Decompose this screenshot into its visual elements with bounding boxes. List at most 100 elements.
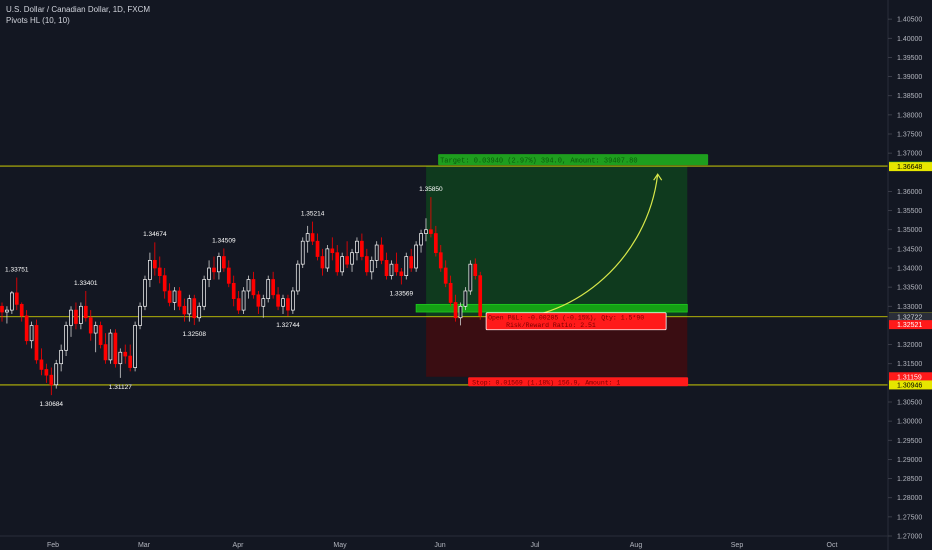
candle: [399, 268, 404, 285]
candle-body: [295, 263, 300, 292]
candle-body: [88, 317, 93, 334]
candle-body: [389, 263, 394, 277]
price-tick-label: 1.34000: [897, 266, 922, 273]
candle: [453, 294, 458, 322]
candle: [64, 321, 68, 357]
time-axis-label: Jun: [434, 542, 445, 549]
candle-body: [350, 252, 354, 265]
price-tick-label: 1.28500: [897, 476, 922, 483]
candle-body: [241, 290, 246, 311]
indicator-label[interactable]: Pivots HL (10, 10): [6, 16, 70, 25]
price-tick-label: 1.38500: [897, 93, 922, 100]
price-tick-label: 1.30500: [897, 400, 922, 407]
pivot-label: 1.30684: [40, 401, 64, 408]
price-tick-label: 1.40500: [897, 17, 922, 24]
candle: [330, 237, 335, 261]
candle: [24, 310, 29, 345]
candle: [463, 287, 468, 311]
target-label-bg: [438, 154, 709, 166]
candle-body: [438, 252, 443, 269]
stop-label: Stop: 0.01569 (1.18%) 156.9, Amount: 1: [468, 377, 689, 387]
candle: [251, 271, 256, 299]
candle-body: [182, 305, 187, 315]
candle-body: [458, 305, 463, 319]
candle-body: [291, 290, 295, 311]
price-badge-bg: [889, 162, 932, 172]
candle-body: [394, 263, 399, 273]
candle-body: [330, 248, 335, 254]
candle-body: [39, 359, 44, 370]
candle: [291, 287, 295, 314]
candle: [443, 260, 448, 288]
candle-body: [34, 325, 39, 361]
candle: [143, 275, 147, 311]
candle-body: [133, 325, 137, 368]
candle-body: [379, 244, 384, 261]
pivot-label: 1.32744: [276, 322, 300, 329]
candle: [10, 290, 14, 314]
candle-body: [113, 332, 118, 365]
candle-body: [0, 305, 4, 313]
pivot-label: 1.34674: [143, 231, 167, 238]
candle-body: [59, 349, 64, 365]
target-zone: [426, 166, 688, 317]
candle-body: [69, 309, 73, 326]
candle: [231, 275, 236, 307]
stop-label-text: Stop: 0.01569 (1.18%) 156.9, Amount: 1: [472, 379, 620, 386]
candle: [113, 329, 118, 368]
candle-body: [212, 267, 216, 273]
center-label: Open P&L: -0.00205 (-0.15%), Qty: 1.5*90…: [485, 312, 667, 331]
candle-body: [207, 267, 211, 280]
price-axis-bg: [888, 0, 932, 550]
candle-body: [256, 294, 261, 307]
price-tick-label: 1.32000: [897, 342, 922, 349]
candle-body: [246, 279, 251, 292]
candle-body: [29, 325, 34, 342]
candle-body: [355, 240, 359, 254]
time-axis-label: Mar: [138, 542, 151, 549]
price-tick-label: 1.39000: [897, 74, 922, 81]
candle: [157, 256, 162, 284]
candle: [34, 319, 39, 364]
candle: [458, 302, 463, 326]
price-tick-label: 1.33500: [897, 285, 922, 292]
candle-body: [453, 302, 458, 319]
candle: [448, 275, 453, 307]
candle: [266, 275, 271, 303]
candle: [177, 287, 182, 311]
candle-body: [192, 298, 197, 319]
candle-body: [162, 275, 167, 292]
symbol-title[interactable]: U.S. Dollar / Canadian Dollar, 1D, FXCM: [6, 5, 151, 14]
price-tick-label: 1.37000: [897, 151, 922, 158]
candle: [369, 256, 374, 280]
pivot-label: 1.35214: [301, 211, 325, 218]
candle: [29, 321, 34, 349]
candle-body: [152, 259, 157, 269]
candle-body: [399, 271, 404, 277]
candle: [246, 275, 251, 299]
horizontal-lines: [0, 165, 888, 386]
candle-body: [369, 259, 374, 273]
candle: [123, 344, 128, 364]
candle-body: [364, 256, 369, 273]
candle: [118, 348, 123, 378]
candle-body: [187, 298, 192, 315]
candle: [83, 290, 88, 322]
price-tick-label: 1.36000: [897, 189, 922, 196]
candle-body: [448, 282, 453, 303]
pivot-label: 1.31127: [109, 384, 132, 391]
center-label-bg: [485, 312, 667, 331]
candle: [69, 306, 73, 337]
time-axis-label: Oct: [827, 542, 838, 549]
stop-label-bg: [468, 377, 689, 387]
candle-body: [404, 256, 409, 277]
candle: [79, 302, 83, 330]
candle-body: [414, 244, 418, 269]
candle: [5, 306, 9, 324]
candle: [202, 275, 206, 311]
candle: [360, 233, 364, 261]
pivot-label: 1.33751: [5, 267, 29, 274]
candle-body: [98, 325, 103, 345]
target-label-text: Target: 0.03940 (2.97%) 394.0, Amount: 3…: [440, 158, 637, 166]
